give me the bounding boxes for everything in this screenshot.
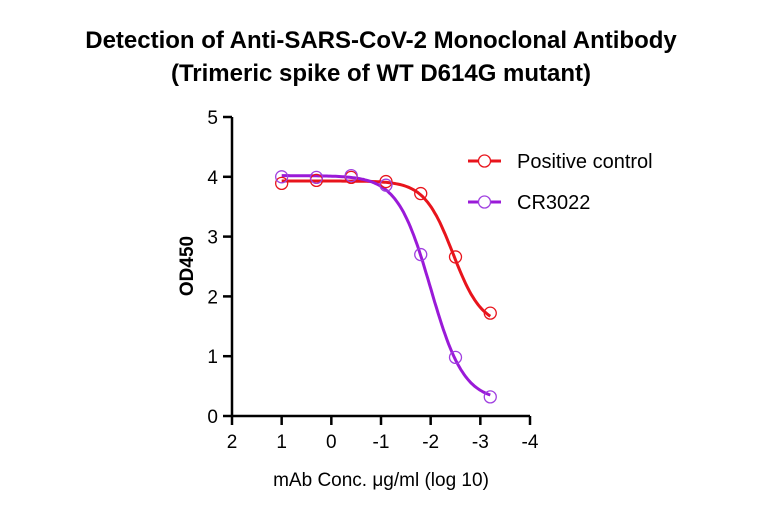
data-point (379, 178, 393, 192)
x-tick-label: -4 (522, 432, 539, 453)
x-tick-label: 2 (227, 432, 238, 453)
data-point (275, 170, 289, 184)
data-point (379, 174, 393, 189)
x-tick-label: -2 (422, 432, 439, 453)
curve-cr3022 (281, 174, 491, 397)
data-point (344, 168, 358, 183)
x-tick-label: -1 (373, 432, 390, 453)
y-tick-label: 3 (207, 228, 218, 249)
legend-label: CR3022 (517, 192, 590, 214)
y-tick-label: 2 (207, 287, 218, 308)
y-tick-label: 4 (207, 168, 218, 189)
x-axis-label: mAb Conc. μg/ml (log 10) (273, 470, 489, 491)
chart-subtitle: (Trimeric spike of WT D614G mutant) (171, 60, 591, 87)
y-tick-label: 1 (207, 347, 218, 368)
data-point (448, 350, 463, 365)
data-point (309, 173, 324, 188)
chart-title: Detection of Anti-SARS-CoV-2 Monoclonal … (85, 27, 677, 54)
data-point (414, 247, 428, 262)
legend: Positive control CR3022 (468, 151, 653, 214)
data-point (309, 170, 324, 185)
data-points (275, 168, 497, 404)
legend-label: Positive control (517, 151, 653, 173)
axes: 2 1 0 -1 -2 -3 -4 0 1 2 3 4 5 (207, 108, 538, 453)
data-point (448, 250, 463, 264)
legend-marker (477, 154, 492, 168)
y-tick-label: 5 (207, 108, 218, 129)
legend-marker (477, 195, 492, 209)
x-tick-label: 1 (276, 432, 287, 453)
data-point (483, 390, 497, 404)
data-point (275, 176, 289, 191)
curve-positive-control (281, 179, 492, 318)
x-tick-label: 0 (326, 432, 337, 453)
data-point (414, 186, 428, 201)
curves (281, 174, 492, 397)
x-tick-label: -3 (472, 432, 489, 453)
data-point (483, 306, 497, 320)
y-axis-label: OD450 (177, 236, 198, 296)
y-tick-label: 0 (207, 407, 218, 428)
